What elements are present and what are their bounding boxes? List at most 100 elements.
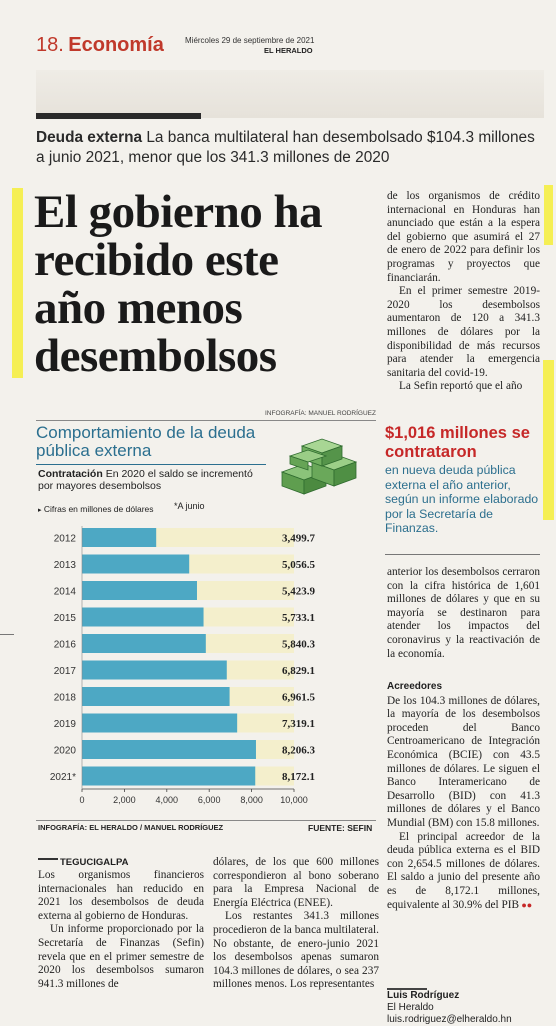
bar [82,687,230,706]
paragraph: La Sefin reportó que el año [399,380,523,393]
category-label: 2018 [54,693,77,704]
value-label: 7,319.1 [282,718,315,730]
bar [82,766,256,786]
category-label: 2014 [54,587,77,598]
subhead: Acreedores [387,681,443,692]
header-publication: EL HERALDO [264,46,313,55]
value-label: 6,829.1 [282,665,315,677]
bar [82,740,256,759]
category-label: 2020 [54,746,77,757]
category-label: 2015 [54,613,77,624]
headline-line: recibido este [34,234,279,286]
headline-line: año menos [34,282,243,334]
paragraph-text: El principal acreedor de la deuda públic… [387,830,540,911]
dateline: TEGUCIGALPA [60,857,129,868]
x-tick-label: 0 [79,795,84,805]
byline-email: luis.rodriguez@elheraldo.hn [387,1014,512,1025]
value-label: 5,733.1 [282,612,315,624]
bar [82,634,206,653]
value-label: 5,840.3 [282,639,316,651]
value-label: 3,499.7 [282,533,316,545]
article-column-a: TEGUCIGALPA Los organismos financieros i… [38,856,204,991]
section-name: Economía [68,34,164,56]
value-label: 5,056.5 [282,559,316,571]
x-tick-label: 6,000 [198,795,221,805]
value-label: 8,206.3 [282,745,316,757]
header-date: Miércoles 29 de septiembre de 2021 [185,36,315,45]
paragraph: de los organismos de crédito internacion… [387,190,540,284]
headline: El gobierno ha recibido este año menos d… [34,188,384,380]
x-tick-label: 8,000 [240,795,263,805]
callout-highlight: $1,016 millones se contrataron [385,424,530,461]
x-tick-label: 10,000 [280,795,308,805]
deck-text: La banca multilateral han desembolsado $… [36,129,535,166]
bar [82,660,227,680]
deck: Deuda externa La banca multilateral han … [36,128,541,168]
infographic-lead-kicker: Contratación [38,468,103,480]
page-header: 18. Economía [36,34,326,64]
callout-rule [385,554,540,555]
infographic-credit-bottom: INFOGRAFÍA: EL HERALDO / MANUEL RODRÍGUE… [38,823,224,832]
category-label: 2019 [54,719,77,730]
acreedores-section: Acreedores De los 104.3 millones de dóla… [387,680,540,912]
byline-name: Luis Rodríguez [387,990,460,1001]
divider-rule [36,113,201,119]
paragraph: anterior los desembolsos cerraron con la… [387,566,540,660]
article-column-right-mid: anterior los desembolsos cerraron con la… [387,566,540,661]
value-label: 5,423.9 [282,586,316,598]
byline-outlet: El Heraldo [387,1002,434,1013]
category-label: 2012 [54,534,77,545]
value-label: 6,961.5 [282,692,316,704]
infographic-lead: Contratación En 2020 el saldo se increme… [38,468,278,492]
end-mark-icon: ●● [519,899,533,910]
paragraph: dólares, de los que 600 millones corresp… [213,856,379,909]
infographic-title-rule [36,420,376,421]
units-label: Cifras en millones de dólares [43,504,154,514]
bar [82,528,157,547]
paragraph: Los organismos financieros internacional… [38,869,204,922]
footnote: *A junio [174,501,205,511]
headline-line: desembolsos [34,330,277,382]
category-label: 2017 [54,666,77,677]
paragraph: Los restantes 341.3 millones procedieron… [213,910,379,991]
infographic-title-line: Comportamiento de la deuda [36,423,256,442]
article-column-right-top: de los organismos de crédito internacion… [387,190,540,394]
callout-text: en nueva deuda pública externa el año an… [385,463,539,536]
category-label: 2016 [54,640,77,651]
margin-rule [0,634,14,635]
deck-kicker: Deuda externa [36,129,143,146]
x-tick-label: 2,000 [113,795,136,805]
infographic-chart: 2012 3,499.7 2013 5,056.5 2014 5,423.9 2015 5,7… [36,520,376,820]
infographic-source: FUENTE: SEFIN [308,823,373,833]
money-stacks-icon [280,438,358,495]
paragraph: En el primer semestre 2019-2020 los dese… [387,285,540,379]
infographic-title: Comportamiento de la deuda pública exter… [36,424,296,460]
infographic-units: ▸ Cifras en millones de dólares [38,504,154,514]
value-label: 8,172.1 [282,771,315,783]
page-number: 18. [36,34,64,56]
dateline-rule [38,858,58,860]
bar [82,713,238,733]
byline-rule [387,988,427,990]
infographic-title-underline [36,464,266,465]
infographic-bottom-rule [36,820,376,821]
paragraph: El principal acreedor de la deuda públic… [387,831,540,913]
byline: Luis Rodríguez El Heraldo luis.rodriguez… [387,990,547,1026]
headline-line: El gobierno ha [34,186,323,238]
infographic-lead-text: por mayores desembolsos [38,480,162,492]
infographic-credit-top: INFOGRAFÍA: MANUEL RODRÍGUEZ [265,410,376,417]
category-label: 2021* [50,772,76,783]
bar [82,581,197,600]
debt-bar-chart: 2012 3,499.7 2013 5,056.5 2014 5,423.9 2015 5,7… [50,526,316,805]
category-label: 2013 [54,560,77,571]
header-photo-band [36,70,544,118]
highlighter-mark-right-top [544,185,553,245]
bar [82,554,190,574]
highlighter-mark-right [543,360,554,520]
x-tick-label: 4,000 [156,795,179,805]
article-column-b: dólares, de los que 600 millones corresp… [213,856,379,992]
callout-box: $1,016 millones se contrataron en nueva … [385,424,540,548]
paragraph: Un informe proporcionado por la Secretar… [38,923,204,990]
infographic-title-line: pública externa [36,441,152,460]
bar [82,607,204,627]
